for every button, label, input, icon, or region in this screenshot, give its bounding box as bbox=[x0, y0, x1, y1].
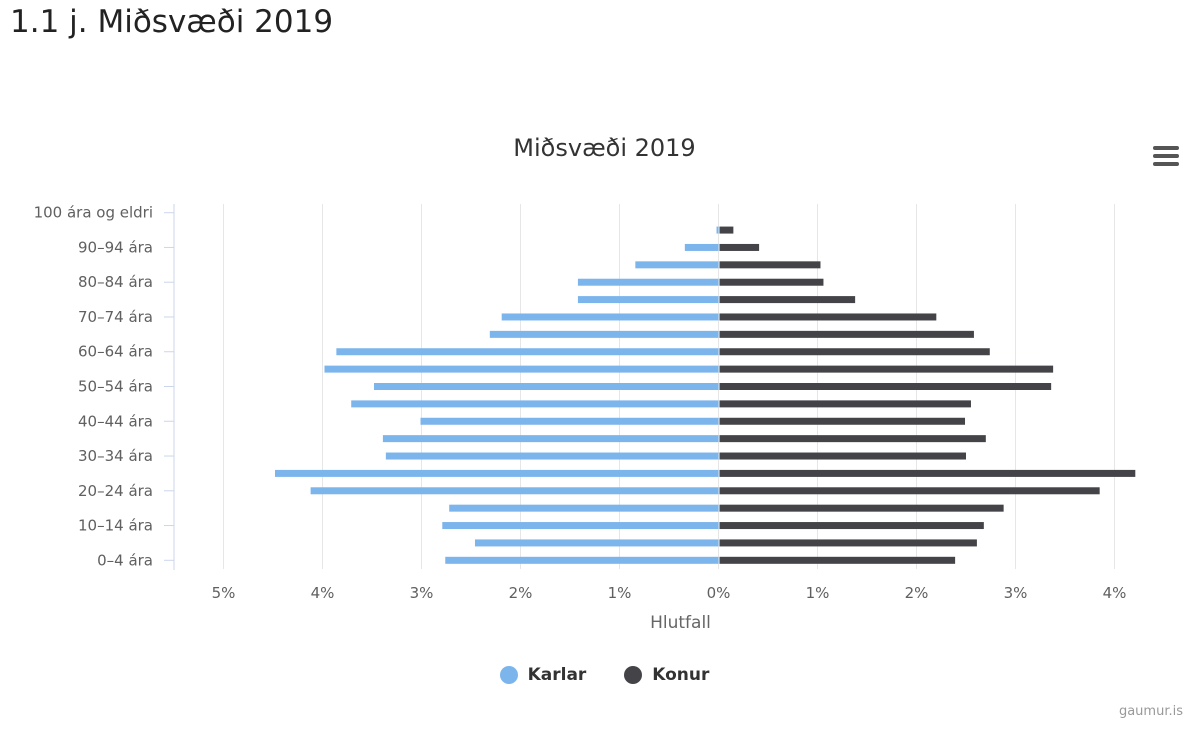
legend: Karlar Konur bbox=[0, 665, 1199, 689]
x-axis-title: Hlutfall bbox=[650, 613, 711, 633]
y-tick-label: 60–64 ára bbox=[78, 343, 153, 361]
bar-konur[interactable] bbox=[719, 278, 824, 286]
x-tick-label: 2% bbox=[905, 584, 929, 602]
bar-karlar[interactable] bbox=[336, 348, 719, 356]
x-tick-label: 2% bbox=[509, 584, 533, 602]
bar-karlar[interactable] bbox=[474, 539, 719, 547]
bar-karlar[interactable] bbox=[324, 365, 719, 373]
bar-konur[interactable] bbox=[719, 365, 1054, 373]
bar-konur[interactable] bbox=[719, 313, 937, 321]
legend-item-karlar[interactable]: Karlar bbox=[499, 665, 587, 685]
bar-karlar[interactable] bbox=[716, 226, 719, 234]
bar-konur[interactable] bbox=[719, 487, 1100, 495]
bar-karlar[interactable] bbox=[373, 383, 719, 390]
bar-karlar[interactable] bbox=[442, 522, 719, 530]
legend-label-konur: Konur bbox=[652, 665, 710, 685]
chart-title: Miðsvæði 2019 bbox=[513, 134, 696, 162]
bar-karlar[interactable] bbox=[445, 556, 719, 564]
bar-karlar[interactable] bbox=[577, 296, 719, 304]
bar-karlar[interactable] bbox=[310, 487, 719, 495]
x-tick-label: 1% bbox=[806, 584, 830, 602]
bar-karlar[interactable] bbox=[489, 330, 719, 338]
legend-marker-konur bbox=[624, 666, 643, 684]
bar-konur[interactable] bbox=[719, 417, 966, 425]
legend-item-konur[interactable]: Konur bbox=[624, 665, 709, 685]
bars bbox=[274, 226, 1136, 564]
bar-konur[interactable] bbox=[719, 243, 760, 251]
bar-karlar[interactable] bbox=[635, 261, 719, 269]
x-tick-label: 0% bbox=[707, 584, 731, 602]
y-tick-label: 40–44 ára bbox=[78, 412, 153, 430]
y-tick-label: 30–34 ára bbox=[78, 447, 153, 465]
bar-konur[interactable] bbox=[719, 348, 990, 356]
x-tick-label: 4% bbox=[1103, 584, 1127, 602]
bar-karlar[interactable] bbox=[501, 313, 719, 321]
bar-karlar[interactable] bbox=[382, 435, 719, 443]
bar-konur[interactable] bbox=[719, 296, 856, 304]
page-title: 1.1 j. Miðsvæði 2019 bbox=[10, 4, 334, 40]
y-tick-label: 100 ára og eldri bbox=[34, 204, 153, 222]
bar-konur[interactable] bbox=[719, 452, 967, 460]
y-tick-label: 20–24 ára bbox=[78, 482, 153, 500]
bar-konur[interactable] bbox=[719, 556, 956, 564]
y-tick-label: 0–4 ára bbox=[97, 551, 153, 569]
x-tick-label: 5% bbox=[212, 584, 236, 602]
bar-karlar[interactable] bbox=[274, 469, 719, 477]
bar-karlar[interactable] bbox=[449, 504, 719, 512]
bar-konur[interactable] bbox=[719, 261, 821, 269]
bar-karlar[interactable] bbox=[420, 417, 719, 425]
credits-link[interactable]: gaumur.is bbox=[1118, 704, 1183, 719]
x-tick-label: 3% bbox=[1004, 584, 1028, 602]
hamburger-menu-icon[interactable] bbox=[1153, 146, 1179, 167]
y-axis: 100 ára og eldri 90–94 ára 80–84 ára 70–74 … bbox=[34, 204, 175, 570]
bar-konur[interactable] bbox=[719, 539, 977, 547]
x-tick-label: 3% bbox=[410, 584, 434, 602]
bar-konur[interactable] bbox=[719, 504, 1004, 512]
x-tick-label: 1% bbox=[608, 584, 632, 602]
bar-konur[interactable] bbox=[719, 383, 1052, 390]
legend-marker-karlar bbox=[499, 666, 518, 684]
bar-karlar[interactable] bbox=[351, 400, 719, 408]
bar-konur[interactable] bbox=[719, 330, 974, 338]
bar-konur[interactable] bbox=[719, 469, 1136, 477]
bar-karlar[interactable] bbox=[385, 452, 719, 460]
y-tick-label: 80–84 ára bbox=[78, 273, 153, 291]
bar-konur[interactable] bbox=[719, 435, 986, 443]
bar-konur[interactable] bbox=[719, 400, 971, 408]
y-tick-label: 50–54 ára bbox=[78, 378, 153, 396]
y-tick-label: 70–74 ára bbox=[78, 308, 153, 326]
bar-karlar[interactable] bbox=[684, 243, 719, 251]
bar-konur[interactable] bbox=[719, 226, 734, 234]
x-tick-label: 4% bbox=[311, 584, 335, 602]
bar-konur[interactable] bbox=[719, 522, 984, 530]
x-axis: 5% 4% 3% 2% 1% 0% 1% 2% 3% 4% bbox=[212, 584, 1127, 602]
y-tick-label: 10–14 ára bbox=[78, 517, 153, 535]
y-tick-label: 90–94 ára bbox=[78, 238, 153, 256]
bar-karlar[interactable] bbox=[577, 278, 719, 286]
legend-label-karlar: Karlar bbox=[527, 665, 587, 685]
